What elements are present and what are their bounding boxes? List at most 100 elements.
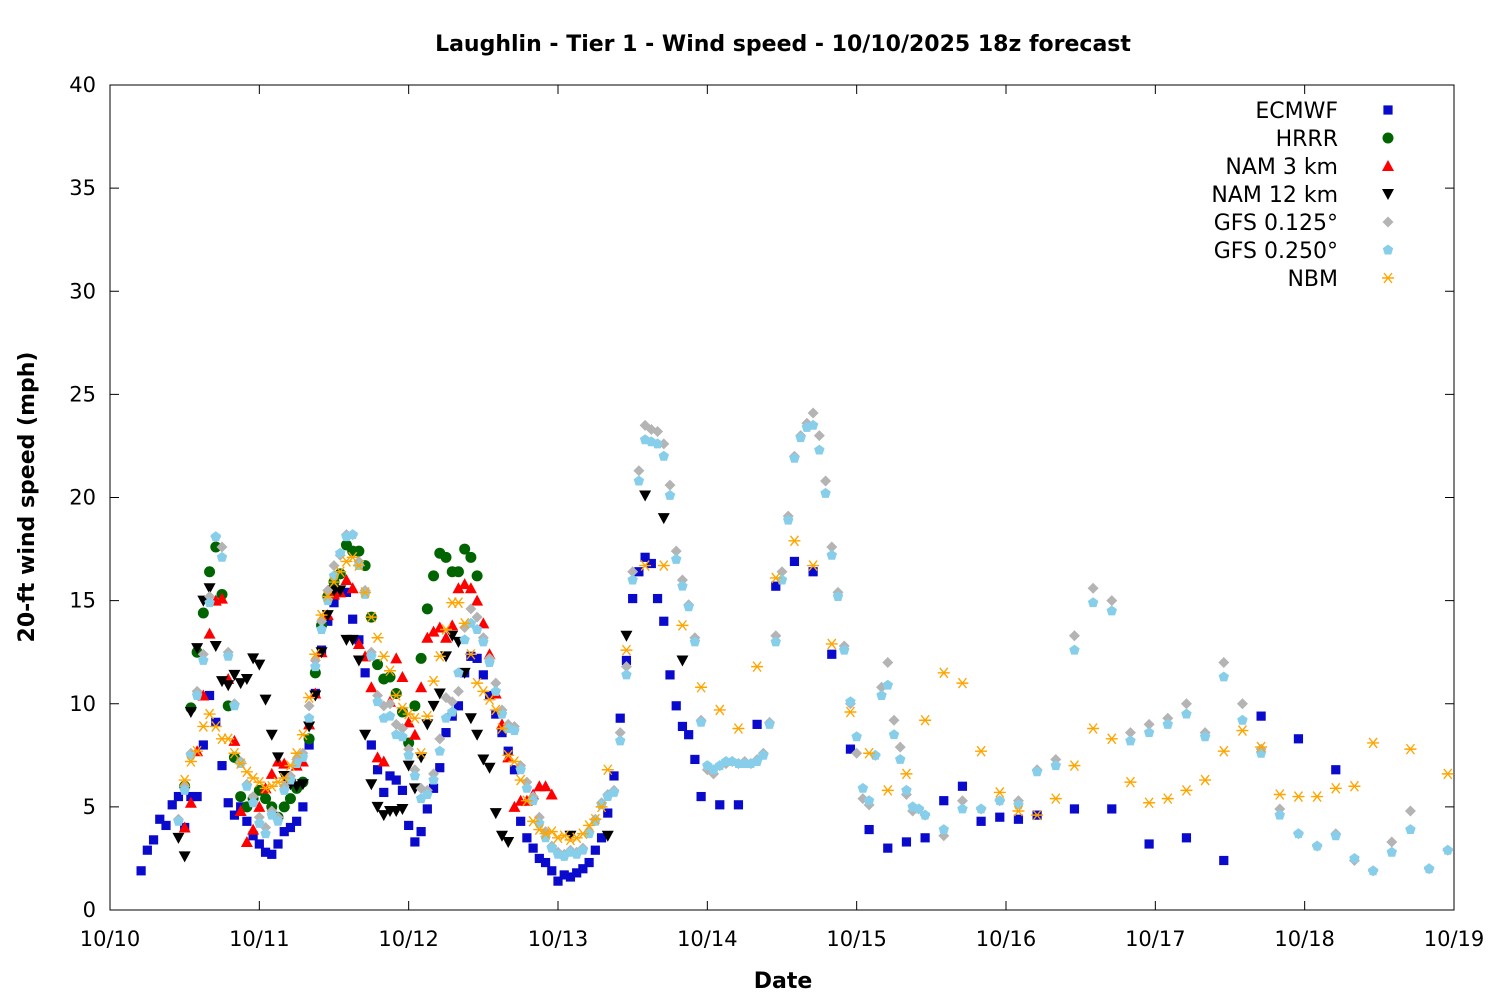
data-point-gfs-0-250 [577,844,589,855]
data-point-ecmwf [883,843,893,853]
y-tick-label: 20 [69,486,96,510]
data-point-ecmwf [484,690,495,701]
legend-label-gfs-0-250: GFS 0.250° [1214,239,1338,264]
data-point-ecmwf [204,690,215,701]
data-point-nbm [919,714,932,726]
data-point-nam-12-km [440,651,452,663]
data-point-nbm [937,667,950,679]
data-point-gfs-0-250 [1367,865,1379,876]
data-point-gfs-0-250 [894,753,906,764]
data-point-nam-3-km [421,631,434,643]
data-point-nbm [1012,805,1025,817]
data-point-nbm [657,560,670,572]
data-point-gfs-0-250 [820,487,831,498]
data-point-nam-12-km [477,754,490,766]
y-tick-label: 40 [69,73,96,97]
data-point-nbm [769,572,782,584]
data-point-ecmwf [976,816,986,826]
x-tick-label: 10/10 [80,927,141,951]
data-point-gfs-0-125 [1386,836,1398,848]
data-point-nbm [558,830,571,842]
data-point-ecmwf [217,761,227,771]
data-point-hrrr [210,541,222,553]
data-point-nam-12-km [464,713,477,725]
data-point-nbm [900,768,913,780]
data-point-gfs-0-125 [1143,718,1155,730]
data-point-nbm [209,721,222,732]
y-tick-label: 10 [69,692,96,716]
data-point-ecmwf [441,728,451,738]
data-point-ecmwf [472,653,482,663]
data-point-ecmwf [167,800,177,810]
data-point-nbm [676,619,689,631]
data-point-ecmwf [385,771,395,781]
data-point-nam-12-km [433,688,446,700]
data-point-nam-12-km [191,643,204,655]
data-point-nam-12-km [402,760,415,772]
data-point-nam-3-km [234,805,247,816]
data-point-ecmwf [329,598,339,608]
data-point-gfs-0-250 [614,735,626,746]
data-point-nbm [384,665,396,677]
data-point-gfs-0-250 [527,795,539,806]
data-point-gfs-0-250 [888,729,900,740]
data-point-gfs-0-125 [471,611,483,623]
x-tick-label: 10/15 [826,927,887,951]
data-point-gfs-0-250 [260,828,271,839]
data-point-nbm [352,560,365,572]
data-point-gfs-0-250 [919,809,931,820]
legend-marker-nam-12-km [1382,189,1394,200]
data-point-ecmwf [634,567,644,577]
data-point-gfs-0-250 [229,700,240,711]
data-point-nbm [427,675,440,687]
data-point-nbm [402,708,415,720]
data-point-nbm [695,681,708,693]
data-point-nam-12-km [272,752,284,764]
data-point-nam-12-km [601,830,614,842]
legend-marker-hrrr [1382,132,1394,144]
data-point-nam-12-km [334,585,347,597]
data-point-gfs-0-250 [322,595,334,606]
data-point-nbm [1329,782,1342,794]
data-point-gfs-0-250 [1330,830,1342,841]
data-point-nbm [284,760,297,772]
data-point-gfs-0-250 [546,842,558,853]
data-point-nbm [1049,793,1062,805]
data-point-nbm [1068,760,1081,772]
data-point-nbm [1217,745,1230,757]
legend-label-ecmwf: ECMWF [1255,99,1338,124]
data-point-hrrr [421,603,433,615]
data-point-nbm [825,638,838,650]
data-point-gfs-0-125 [1180,698,1192,710]
data-point-gfs-0-250 [608,786,620,797]
data-point-ecmwf [453,701,464,711]
data-point-gfs-0-250 [695,716,707,727]
data-point-nam-3-km [371,751,384,763]
data-point-nbm [583,820,596,831]
data-point-nbm [545,826,558,838]
data-point-gfs-0-250 [957,803,968,814]
data-point-gfs-0-250 [913,803,925,814]
data-point-ecmwf [1219,855,1229,866]
data-point-nam-3-km [545,788,558,800]
data-point-gfs-0-250 [857,782,869,793]
data-point-gfs-0-125 [1218,657,1230,668]
data-point-gfs-0-250 [266,809,278,820]
data-point-nbm [359,586,372,598]
data-point-ecmwf [522,833,532,843]
data-point-nbm [1404,743,1417,755]
data-point-nbm [296,729,309,741]
data-point-nam-12-km [676,655,689,667]
data-point-ecmwf [260,847,271,857]
data-point-nam-3-km [477,617,490,629]
data-point-nbm [1236,725,1249,737]
data-point-ecmwf [1013,814,1024,824]
data-point-gfs-0-250 [789,452,800,463]
data-point-nam-12-km [178,851,191,863]
data-point-ecmwf [615,713,625,723]
legend-marker-nbm [1382,272,1394,284]
data-point-nbm [290,747,303,759]
x-tick-label: 10/13 [528,927,589,951]
data-point-ecmwf [628,593,638,604]
data-point-nam-3-km [471,594,484,606]
